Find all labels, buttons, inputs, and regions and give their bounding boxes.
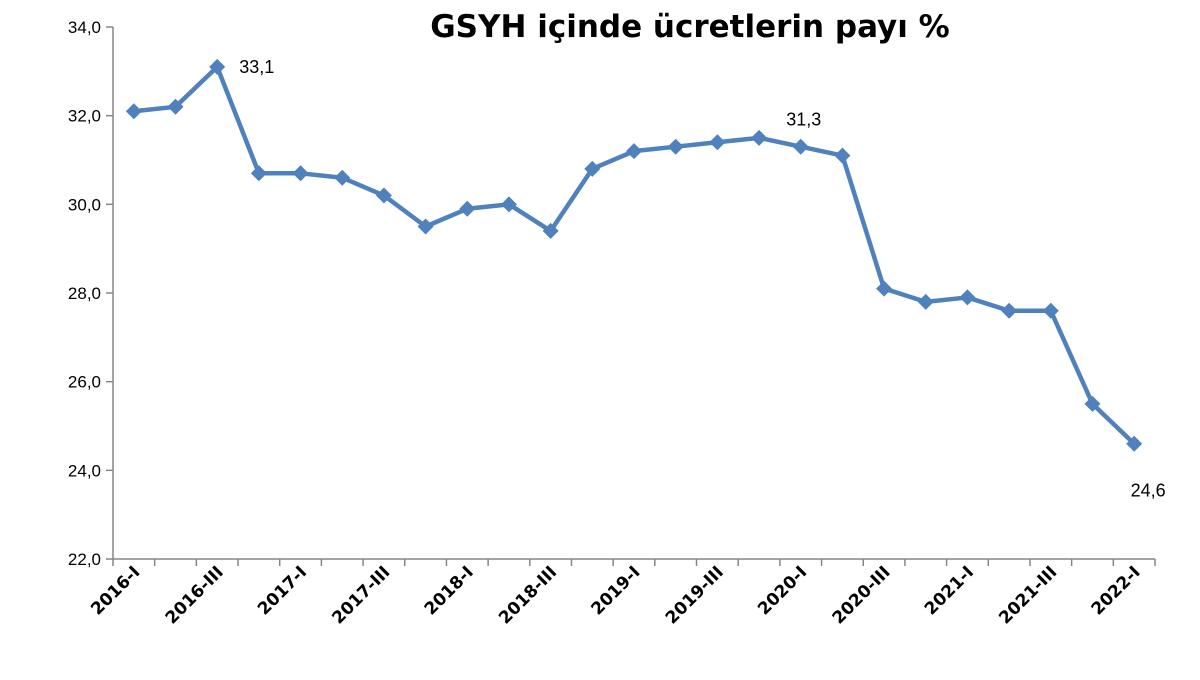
series-layer (125, 58, 1143, 452)
x-tick-label: 2022-I (1088, 562, 1145, 619)
y-tick-label: 28,0 (68, 284, 101, 303)
data-point-marker (375, 187, 392, 204)
data-point-marker (417, 218, 434, 235)
y-tick-label: 22,0 (68, 550, 101, 569)
data-label: 33,1 (239, 57, 274, 77)
data-point-marker (959, 289, 976, 306)
data-point-marker (709, 134, 726, 151)
data-point-marker (209, 58, 226, 75)
data-point-marker (667, 138, 684, 155)
data-point-marker (584, 160, 601, 177)
series-line (133, 64, 1136, 446)
data-point-marker (167, 98, 184, 115)
data-point-marker (751, 129, 768, 146)
x-tick-label: 2017-III (328, 562, 394, 628)
x-axis-ticks: 2016-I 2016-III 2017-I 2017-III 2018-I 2018-I… (87, 559, 1156, 628)
y-tick-label: 30,0 (68, 195, 101, 214)
x-tick-label: 2019-III (662, 562, 728, 628)
x-tick-label: 2020-I (754, 562, 811, 619)
data-point-marker (1001, 302, 1018, 319)
data-point-marker (334, 169, 351, 186)
x-tick-label: 2016-III (162, 562, 228, 628)
data-point-marker (876, 280, 893, 297)
data-point-marker (542, 222, 559, 239)
y-tick-label: 26,0 (68, 373, 101, 392)
data-point-marker (792, 138, 809, 155)
data-labels: 33,1 31,3 24,6 (239, 57, 1165, 501)
x-tick-label: 2021-I (921, 562, 978, 619)
x-tick-label: 2020-III (829, 562, 895, 628)
y-tick-label: 24,0 (68, 461, 101, 480)
x-tick-label: 2018-III (495, 562, 561, 628)
data-point-marker (500, 196, 517, 213)
y-tick-label: 32,0 (68, 107, 101, 126)
x-tick-label: 2017-I (254, 562, 311, 619)
chart-title: GSYH içinde ücretlerin payı % (430, 9, 950, 45)
data-point-marker (626, 143, 642, 160)
data-point-marker (1084, 395, 1101, 412)
data-point-marker (1126, 435, 1143, 452)
x-tick-label: 2016-I (87, 562, 144, 619)
data-point-marker (250, 165, 267, 182)
data-label: 24,6 (1131, 481, 1166, 501)
data-point-marker (459, 200, 476, 217)
data-point-marker (834, 147, 851, 164)
x-tick-label: 2019-I (587, 562, 644, 619)
y-tick-label: 34,0 (68, 18, 101, 37)
data-point-marker (292, 165, 309, 182)
data-point-marker (125, 103, 142, 120)
y-axis-ticks: 22,0 24,0 26,0 28,0 30,0 32,0 34,0 (68, 18, 113, 569)
data-point-marker (917, 293, 934, 310)
x-tick-label: 2018-I (421, 562, 478, 619)
x-tick-label: 2021-III (995, 562, 1061, 628)
data-point-marker (1042, 302, 1059, 319)
data-label: 31,3 (786, 110, 821, 130)
